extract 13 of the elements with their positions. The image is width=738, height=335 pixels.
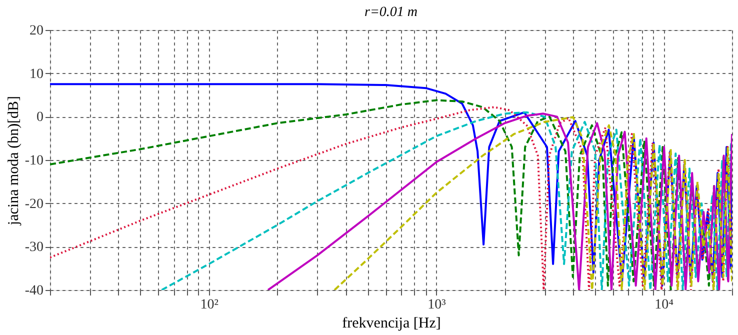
- chart-title: r=0.01 m: [364, 5, 418, 20]
- x-tick-label: 10⁴: [654, 298, 674, 312]
- x-tick-label: 10³: [428, 298, 446, 312]
- y-axis-title: jacina moda (bn)[dB]: [6, 96, 22, 226]
- x-tick-label: 10²: [200, 298, 218, 312]
- y-tick-label: 20: [30, 24, 44, 38]
- x-axis-title: frekvencija [Hz]: [342, 316, 441, 332]
- y-tick-label: -40: [24, 284, 44, 298]
- y-tick-label: -10: [24, 154, 44, 168]
- y-tick-label: -20: [24, 196, 44, 212]
- y-tick-label: 0: [36, 110, 44, 126]
- y-tick-label: -30: [24, 240, 44, 256]
- y-tick-label: 10: [30, 66, 44, 82]
